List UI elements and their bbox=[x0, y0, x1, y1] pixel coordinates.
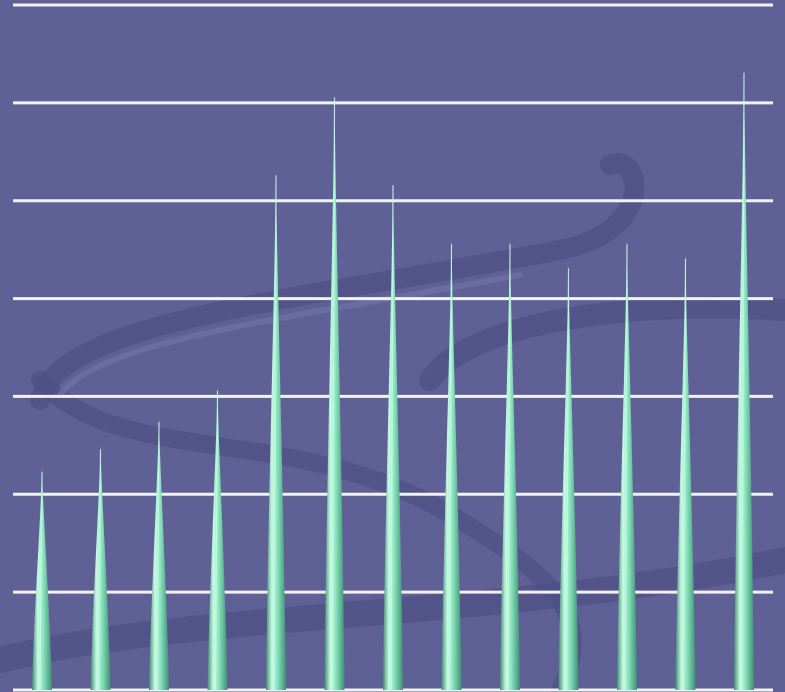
swirl-5 bbox=[57, 272, 523, 398]
bar-2 bbox=[90, 445, 111, 690]
swirl-1 bbox=[30, 153, 645, 410]
bar-7 bbox=[383, 181, 403, 690]
bar-9 bbox=[500, 239, 520, 690]
bars bbox=[32, 68, 754, 691]
bar-highlight-8 bbox=[448, 243, 453, 691]
bar-4 bbox=[207, 386, 228, 690]
bar-highlight-9 bbox=[507, 243, 511, 691]
bar-11 bbox=[617, 239, 637, 690]
bar-highlight-4 bbox=[214, 390, 219, 691]
bar-10 bbox=[558, 264, 579, 690]
bar-highlight-13 bbox=[741, 72, 745, 691]
bar-5 bbox=[266, 171, 286, 690]
bar-8 bbox=[441, 239, 462, 690]
bar-highlight-12 bbox=[682, 258, 687, 691]
bar-3 bbox=[149, 417, 169, 690]
bar-highlight-10 bbox=[565, 268, 570, 691]
bar-1 bbox=[32, 467, 52, 690]
bar-highlight-6 bbox=[331, 97, 336, 691]
bar-highlight-11 bbox=[624, 243, 628, 691]
bar-13 bbox=[734, 68, 754, 691]
bar-highlight-3 bbox=[156, 421, 160, 691]
bar-highlight-5 bbox=[273, 175, 277, 691]
bar-12 bbox=[675, 254, 696, 691]
bar-highlight-7 bbox=[390, 185, 394, 691]
bar-6 bbox=[324, 93, 345, 691]
swirl-3 bbox=[419, 296, 785, 391]
bar-highlight-2 bbox=[97, 449, 102, 691]
bar-highlight-1 bbox=[39, 471, 43, 691]
